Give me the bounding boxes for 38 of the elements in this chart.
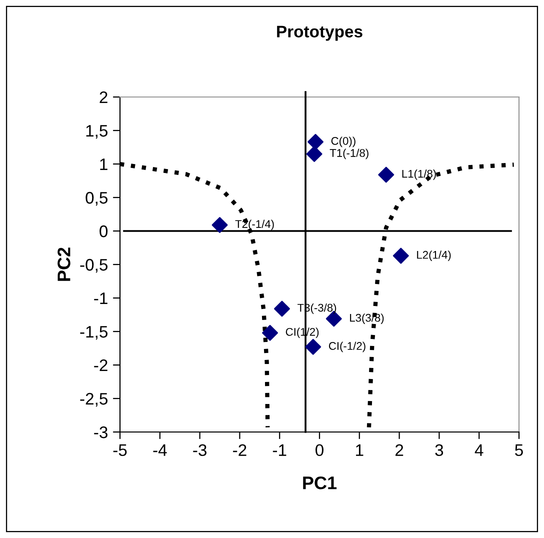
- x-tick-label: -2: [233, 444, 246, 456]
- point: [306, 146, 322, 162]
- y-tick-label: -0,5: [80, 258, 108, 273]
- x-tick-label: 5: [515, 444, 523, 456]
- annotation: C(0)): [331, 136, 356, 148]
- annotation: CI(-1/2): [328, 342, 366, 352]
- point: [274, 300, 290, 317]
- point: [262, 324, 278, 341]
- x-tick-label: 4: [474, 444, 484, 456]
- point: [378, 166, 394, 183]
- y-tick-label: -2,5: [80, 392, 108, 407]
- point: [305, 338, 322, 355]
- y-tick-label: 1: [100, 158, 108, 170]
- y-tick-label: -2: [94, 359, 108, 372]
- point: [212, 216, 228, 233]
- x-tick-label: -3: [193, 444, 206, 456]
- annotation: L2(1/4): [417, 250, 451, 261]
- x-tick-label: -1: [272, 444, 286, 456]
- y-tick-label: -1,5: [80, 326, 108, 340]
- x-tick-label: -4: [153, 444, 167, 456]
- x-tick-label: 3: [435, 444, 444, 456]
- chart-title: Prototypes: [277, 26, 362, 41]
- x-tick-label: -5: [113, 444, 127, 456]
- y-tick-label: 1,5: [86, 125, 108, 139]
- y-tick-label: -1: [94, 292, 108, 304]
- annotation: L1(1/8): [402, 170, 436, 180]
- y-tick-label: -3: [94, 426, 108, 438]
- y-axis-title: PC2: [58, 248, 70, 281]
- y-tick-label: 0: [100, 225, 108, 238]
- point: [308, 134, 324, 150]
- y-tick-label: 2: [100, 91, 108, 104]
- y-tick-label: 0,5: [86, 192, 108, 206]
- point: [392, 248, 409, 264]
- x-axis-title: PC1: [303, 476, 337, 490]
- x-tick-label: 1: [356, 444, 364, 456]
- x-tick-label: 0: [316, 444, 324, 456]
- x-tick-label: 2: [396, 444, 404, 456]
- annotation: T1(-1/8): [330, 148, 368, 160]
